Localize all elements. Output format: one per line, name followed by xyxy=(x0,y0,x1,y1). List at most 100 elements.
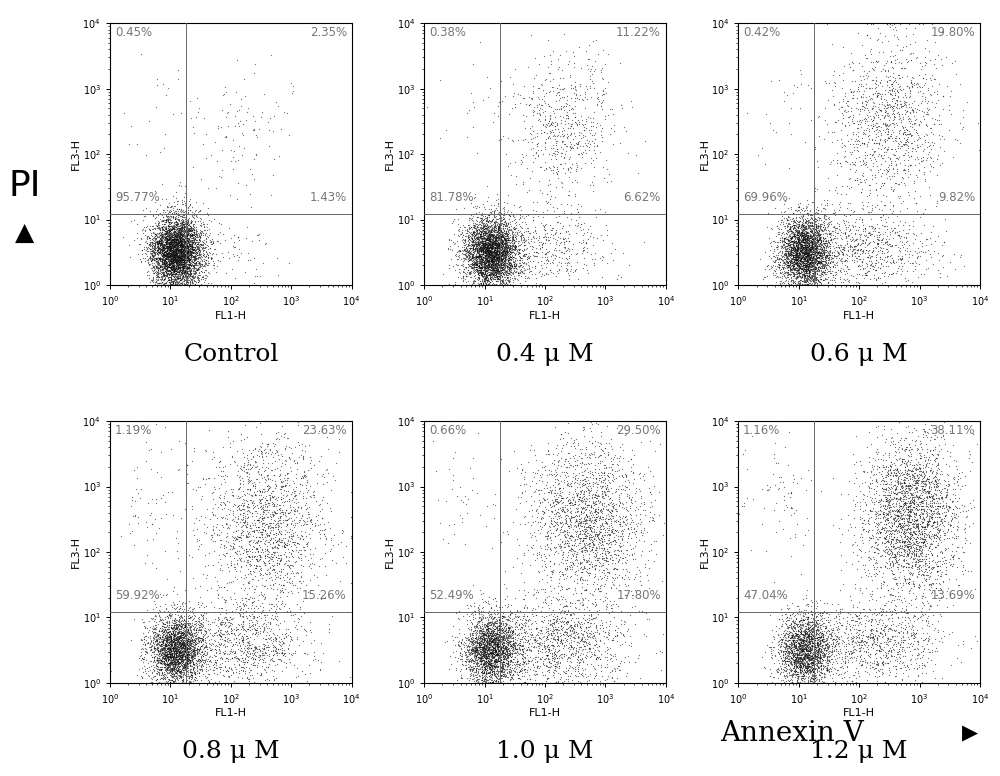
Point xyxy=(916,423,932,435)
Point xyxy=(886,109,902,122)
Point xyxy=(855,505,871,518)
Point xyxy=(262,494,278,506)
Point xyxy=(177,629,193,642)
Point xyxy=(239,645,255,657)
Point xyxy=(613,618,629,630)
Point xyxy=(137,255,153,267)
Point xyxy=(453,663,469,676)
Point xyxy=(483,677,499,689)
Point xyxy=(589,542,605,554)
Point xyxy=(802,277,818,289)
Point xyxy=(884,594,900,606)
Point xyxy=(246,612,262,625)
Point xyxy=(160,274,176,286)
Point xyxy=(183,649,199,661)
Point xyxy=(274,506,290,518)
Point xyxy=(487,249,503,262)
Point xyxy=(144,244,160,257)
Point xyxy=(799,613,815,625)
Point xyxy=(948,545,964,557)
Point xyxy=(179,279,195,291)
Point xyxy=(893,546,909,558)
Point xyxy=(143,660,159,672)
Point xyxy=(180,640,196,653)
Point xyxy=(804,225,820,237)
Point xyxy=(163,633,179,646)
Point xyxy=(468,214,484,227)
Point xyxy=(534,79,550,92)
Point xyxy=(185,241,201,253)
Point xyxy=(269,605,285,618)
Point xyxy=(263,549,279,561)
Point xyxy=(477,618,493,631)
Point xyxy=(579,627,595,639)
Point xyxy=(539,649,555,661)
Point xyxy=(801,258,817,271)
Point xyxy=(160,639,176,651)
Point xyxy=(161,268,177,280)
Point xyxy=(804,252,820,265)
Point xyxy=(485,659,501,671)
Point xyxy=(789,660,805,673)
Point xyxy=(134,671,150,684)
Point xyxy=(883,268,899,280)
Point xyxy=(508,503,524,515)
Point xyxy=(888,159,904,171)
Point xyxy=(791,247,807,259)
Point xyxy=(480,246,496,258)
Point xyxy=(464,630,480,643)
Point xyxy=(799,651,815,663)
Point xyxy=(578,649,594,661)
Point xyxy=(830,114,846,126)
Point xyxy=(864,122,880,134)
Point xyxy=(471,636,487,649)
Point xyxy=(886,85,902,97)
Point xyxy=(565,650,581,663)
Point xyxy=(160,662,176,674)
Point xyxy=(140,252,156,265)
Point xyxy=(277,647,293,660)
Point xyxy=(876,475,892,487)
Point xyxy=(484,652,500,664)
Point xyxy=(189,262,205,275)
Point xyxy=(162,277,178,289)
Point xyxy=(882,469,898,481)
Point xyxy=(204,238,220,251)
Point xyxy=(487,246,503,258)
Point xyxy=(817,258,833,270)
Point xyxy=(492,234,508,247)
Point xyxy=(152,252,168,265)
Point xyxy=(559,562,575,574)
Point xyxy=(538,530,554,542)
Point xyxy=(172,620,188,632)
Point xyxy=(886,548,902,560)
Point xyxy=(788,639,804,652)
Point xyxy=(778,627,794,639)
Point xyxy=(781,243,797,255)
Point xyxy=(224,652,240,664)
Point xyxy=(900,539,916,552)
Point xyxy=(155,252,171,265)
Point xyxy=(160,265,176,277)
Point xyxy=(520,256,536,268)
Point xyxy=(170,618,186,630)
Point xyxy=(478,643,494,655)
Point xyxy=(157,650,173,662)
Point xyxy=(465,625,481,637)
Point xyxy=(795,265,811,277)
Point xyxy=(179,626,195,639)
Point xyxy=(180,619,196,632)
Point xyxy=(867,537,883,549)
Point xyxy=(782,220,798,233)
Point xyxy=(234,542,250,554)
Point xyxy=(174,638,190,650)
Point xyxy=(919,519,935,532)
Point xyxy=(174,268,190,281)
Point xyxy=(905,577,921,589)
Point xyxy=(215,228,231,241)
Point xyxy=(162,631,178,643)
Point xyxy=(469,242,485,255)
Point xyxy=(804,615,820,628)
Point xyxy=(170,656,186,669)
Point xyxy=(899,625,915,638)
